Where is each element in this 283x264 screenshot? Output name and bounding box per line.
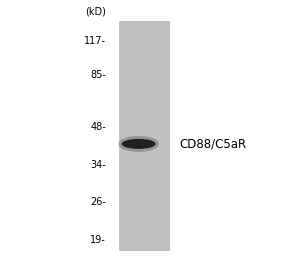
Text: 19-: 19- xyxy=(90,235,106,245)
Text: CD88/C5aR: CD88/C5aR xyxy=(180,137,247,150)
Text: 117-: 117- xyxy=(84,36,106,46)
Text: 85-: 85- xyxy=(90,70,106,80)
Text: 34-: 34- xyxy=(90,160,106,170)
Ellipse shape xyxy=(122,139,156,149)
Text: 26-: 26- xyxy=(90,197,106,207)
Bar xyxy=(119,21,170,251)
Ellipse shape xyxy=(118,136,159,152)
Text: (kD): (kD) xyxy=(85,7,106,17)
Text: 48-: 48- xyxy=(90,122,106,132)
